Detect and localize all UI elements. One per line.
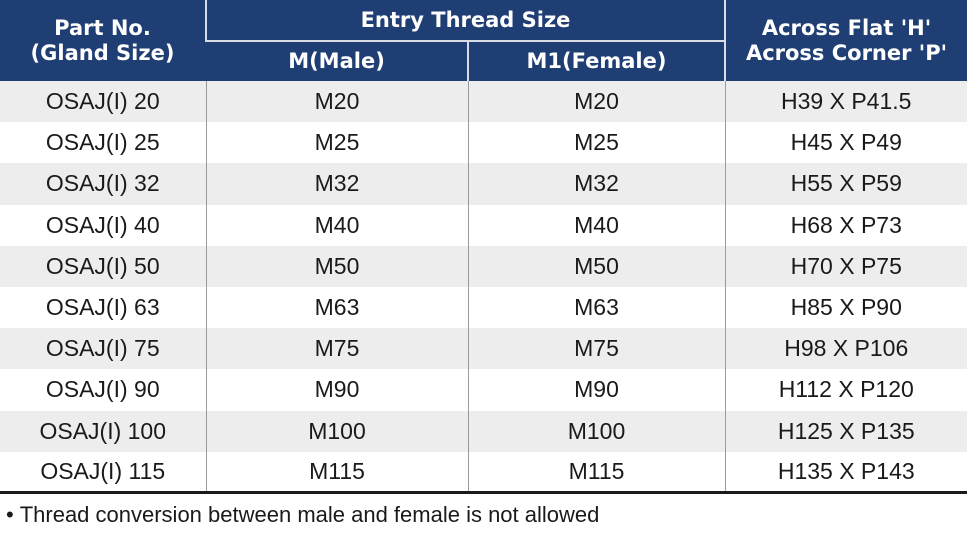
table-row: OSAJ(I) 115 M115 M115 H135 X P143 bbox=[0, 451, 967, 495]
cell-part-no: OSAJ(I) 32 bbox=[0, 163, 206, 205]
footnote: • Thread conversion between male and fema… bbox=[6, 502, 599, 528]
header-part-no: Part No. (Gland Size) bbox=[0, 0, 206, 81]
cell-female-thread: M75 bbox=[467, 328, 725, 370]
cell-across-dimensions: H135 X P143 bbox=[724, 451, 967, 495]
cell-part-no: OSAJ(I) 115 bbox=[0, 451, 206, 495]
table-row: OSAJ(I) 40 M40 M40 H68 X P73 bbox=[0, 204, 967, 246]
footnote-text: Thread conversion between male and femal… bbox=[19, 502, 600, 527]
table-body: OSAJ(I) 20 M20 M20 H39 X P41.5 OSAJ(I) 25 M25… bbox=[0, 81, 967, 495]
cell-across-dimensions: H112 X P120 bbox=[724, 369, 967, 411]
header-entry-thread-size: Entry Thread Size bbox=[205, 0, 725, 41]
cell-male-thread: M20 bbox=[205, 81, 468, 123]
cell-female-thread: M100 bbox=[467, 410, 725, 452]
cell-male-thread: M115 bbox=[205, 451, 468, 495]
cell-male-thread: M25 bbox=[205, 122, 468, 164]
cell-male-thread: M75 bbox=[205, 328, 468, 370]
cell-female-thread: M115 bbox=[467, 451, 725, 495]
table-row: OSAJ(I) 20 M20 M20 H39 X P41.5 bbox=[0, 81, 967, 123]
cell-female-thread: M50 bbox=[467, 245, 725, 287]
header-across-flat-corner: Across Flat 'H' Across Corner 'P' bbox=[724, 0, 967, 81]
table-row: OSAJ(I) 25 M25 M25 H45 X P49 bbox=[0, 122, 967, 164]
table-row: OSAJ(I) 32 M32 M32 H55 X P59 bbox=[0, 163, 967, 205]
cell-across-dimensions: H98 X P106 bbox=[724, 328, 967, 370]
cell-across-dimensions: H39 X P41.5 bbox=[724, 81, 967, 123]
cell-part-no: OSAJ(I) 63 bbox=[0, 286, 206, 329]
bullet-icon: • bbox=[6, 502, 14, 527]
cell-male-thread: M50 bbox=[205, 245, 468, 287]
cell-across-dimensions: H125 X P135 bbox=[724, 410, 967, 452]
table-header: Part No. (Gland Size) Entry Thread Size … bbox=[0, 0, 967, 81]
cell-female-thread: M20 bbox=[467, 81, 725, 123]
cell-across-dimensions: H85 X P90 bbox=[724, 286, 967, 329]
cell-male-thread: M63 bbox=[205, 286, 468, 329]
cell-part-no: OSAJ(I) 40 bbox=[0, 204, 206, 246]
header-female: M1(Female) bbox=[467, 40, 725, 81]
table-row: OSAJ(I) 63 M63 M63 H85 X P90 bbox=[0, 286, 967, 329]
cell-male-thread: M100 bbox=[205, 410, 468, 452]
header-part-no-line-2: (Gland Size) bbox=[30, 40, 175, 65]
cell-female-thread: M40 bbox=[467, 204, 725, 246]
table-row: OSAJ(I) 50 M50 M50 H70 X P75 bbox=[0, 245, 967, 287]
table-row: OSAJ(I) 75 M75 M75 H98 X P106 bbox=[0, 328, 967, 370]
cell-across-dimensions: H55 X P59 bbox=[724, 163, 967, 205]
cell-male-thread: M90 bbox=[205, 369, 468, 411]
cell-part-no: OSAJ(I) 20 bbox=[0, 81, 206, 123]
gland-size-table: Part No. (Gland Size) Entry Thread Size … bbox=[0, 0, 967, 495]
cell-part-no: OSAJ(I) 50 bbox=[0, 245, 206, 287]
cell-female-thread: M90 bbox=[467, 369, 725, 411]
header-across-flat: Across Flat 'H' bbox=[761, 16, 932, 41]
cell-part-no: OSAJ(I) 90 bbox=[0, 369, 206, 411]
cell-female-thread: M25 bbox=[467, 122, 725, 164]
table-row: OSAJ(I) 100 M100 M100 H125 X P135 bbox=[0, 410, 967, 452]
cell-across-dimensions: H68 X P73 bbox=[724, 204, 967, 246]
cell-across-dimensions: H45 X P49 bbox=[724, 122, 967, 164]
header-across-corner: Across Corner 'P' bbox=[745, 40, 948, 65]
cell-across-dimensions: H70 X P75 bbox=[724, 245, 967, 287]
header-male: M(Male) bbox=[206, 40, 468, 81]
cell-female-thread: M32 bbox=[467, 163, 725, 205]
cell-female-thread: M63 bbox=[467, 286, 725, 329]
table-row: OSAJ(I) 90 M90 M90 H112 X P120 bbox=[0, 369, 967, 411]
cell-part-no: OSAJ(I) 75 bbox=[0, 328, 206, 370]
cell-male-thread: M32 bbox=[205, 163, 468, 205]
cell-part-no: OSAJ(I) 25 bbox=[0, 122, 206, 164]
cell-part-no: OSAJ(I) 100 bbox=[0, 410, 206, 452]
cell-male-thread: M40 bbox=[205, 204, 468, 246]
header-part-no-line-1: Part No. bbox=[54, 16, 151, 41]
